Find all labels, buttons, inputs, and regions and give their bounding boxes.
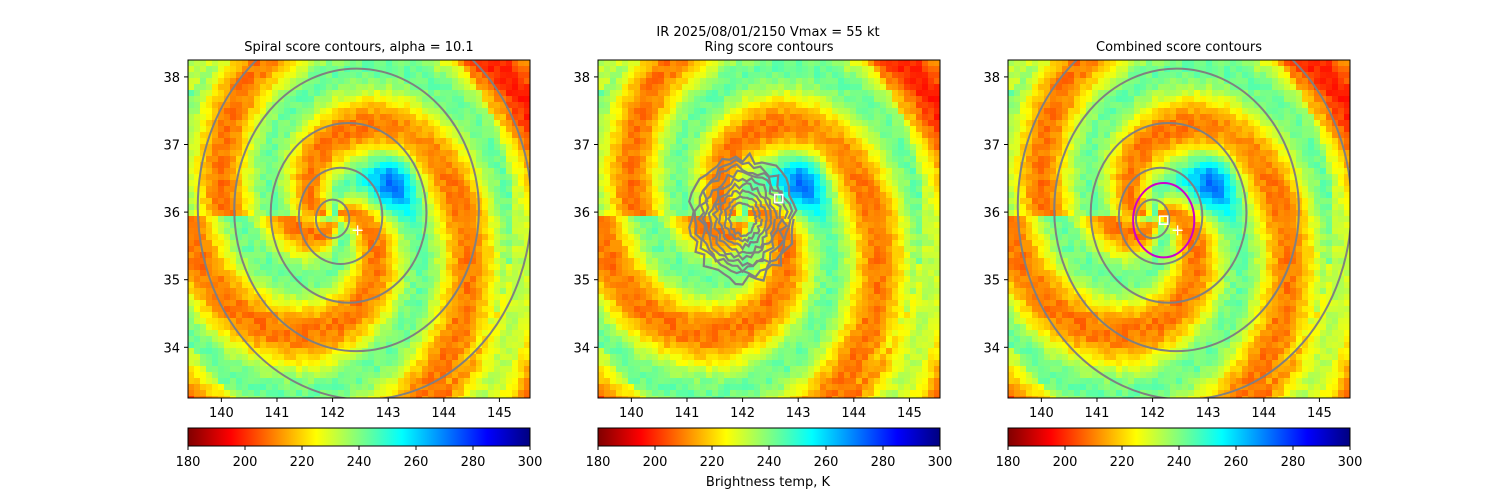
- colorbar-tick-label: 240: [1167, 455, 1192, 470]
- y-tick-label: 34: [983, 341, 1000, 356]
- ring-contour: [727, 201, 758, 238]
- x-tick-label: 145: [897, 406, 922, 421]
- colorbar-tick-label: 220: [1110, 455, 1135, 470]
- axes-frame: [597, 59, 941, 399]
- score-contour: [1053, 67, 1300, 353]
- y-tick-label: 35: [573, 274, 590, 289]
- ring-contour: [688, 151, 798, 286]
- x-tick-label: 142: [730, 406, 755, 421]
- score-contour: [1117, 166, 1204, 266]
- ring-contour: [701, 169, 784, 268]
- score-contour: [1089, 121, 1248, 304]
- colorbar-2: 180 200 220 240 260 280 300: [586, 427, 953, 470]
- score-contour: [1016, 60, 1350, 398]
- y-tick-label: 38: [573, 71, 590, 86]
- y-tick-label: 36: [573, 206, 590, 221]
- colorbar-tick-label: 260: [404, 455, 429, 470]
- y-tick-label: 34: [573, 341, 590, 356]
- colorbar-tick-label: 200: [1053, 455, 1078, 470]
- colorbar-tick-label: 240: [757, 455, 782, 470]
- combined-max-square: [1158, 215, 1169, 226]
- score-contour: [314, 198, 351, 240]
- y-tick-label: 37: [163, 139, 180, 154]
- colorbar-tick-label: 280: [461, 455, 486, 470]
- y-tick-label: 37: [983, 139, 1000, 154]
- ring-contour: [723, 195, 764, 243]
- x-tick-label: 140: [619, 406, 644, 421]
- score-contour: [1134, 198, 1171, 240]
- colorbar-3: 180 200 220 240 260 280 300: [996, 427, 1363, 470]
- ring-contour: [711, 181, 773, 255]
- colorbar-1: 180 200 220 240 260 280 300: [176, 427, 543, 470]
- y-tick-label: 38: [163, 71, 180, 86]
- panel-title: Ring score contours: [704, 40, 833, 55]
- first-guess-plus: [352, 225, 363, 236]
- x-tick-label: 141: [1085, 406, 1110, 421]
- panel-title: Spiral score contours, alpha = 10.1: [244, 40, 473, 55]
- x-tick-label: 142: [1140, 406, 1165, 421]
- x-tick-label: 144: [431, 406, 456, 421]
- ir-image: [598, 60, 940, 398]
- x-tick-label: 143: [786, 406, 811, 421]
- colorbar-label: Brightness temp, K: [706, 475, 831, 490]
- panel-1: Spiral score contours, alpha = 10.1 140 14…: [163, 40, 531, 421]
- panel-2: Ring score contours 140 141 142 143 144 145 34 3…: [573, 40, 941, 421]
- x-tick-label: 141: [675, 406, 700, 421]
- x-tick-label: 142: [320, 406, 345, 421]
- axes-frame: [187, 59, 531, 399]
- panel-title: Combined score contours: [1096, 40, 1262, 55]
- x-tick-label: 143: [376, 406, 401, 421]
- score-contour: [269, 121, 428, 304]
- colorbar-tick-label: 200: [233, 455, 258, 470]
- colorbar-tick-label: 280: [871, 455, 896, 470]
- x-tick-label: 144: [1251, 406, 1276, 421]
- ring-contour: [697, 163, 789, 274]
- score-contour: [233, 67, 480, 353]
- colorbar-tick-label: 180: [996, 455, 1021, 470]
- y-tick-label: 37: [573, 139, 590, 154]
- colorbar-gradient: [1007, 427, 1351, 447]
- score-contour: [297, 166, 384, 266]
- colorbar-tick-label: 180: [176, 455, 201, 470]
- score-contour: [196, 60, 530, 398]
- combined-circle: [1132, 182, 1196, 259]
- x-tick-label: 143: [1196, 406, 1221, 421]
- colorbar-tick-label: 260: [1224, 455, 1249, 470]
- x-tick-label: 144: [841, 406, 866, 421]
- colorbar-tick-label: 220: [700, 455, 725, 470]
- x-tick-label: 140: [1029, 406, 1054, 421]
- colorbar-tick-label: 180: [586, 455, 611, 470]
- colorbar-tick-label: 280: [1281, 455, 1306, 470]
- ring-max-square: [773, 193, 784, 204]
- colorbar-tick-label: 300: [518, 455, 543, 470]
- ring-contour: [707, 176, 779, 261]
- colorbar-gradient: [597, 427, 941, 447]
- figure-suptitle: IR 2025/08/01/2150 Vmax = 55 kt: [656, 25, 879, 40]
- colorbar-tick-label: 260: [814, 455, 839, 470]
- ir-image: [1008, 60, 1350, 398]
- y-tick-label: 35: [163, 274, 180, 289]
- x-tick-label: 145: [1307, 406, 1332, 421]
- ir-image: [188, 60, 530, 398]
- colorbar-tick-label: 200: [643, 455, 668, 470]
- ring-contour: [717, 188, 768, 251]
- y-tick-label: 34: [163, 341, 180, 356]
- colorbar-tick-label: 300: [928, 455, 953, 470]
- colorbar-tick-label: 240: [347, 455, 372, 470]
- axes-frame: [1007, 59, 1351, 399]
- y-tick-label: 35: [983, 274, 1000, 289]
- colorbar-gradient: [187, 427, 531, 447]
- panel-3: Combined score contours 140 141 142 143 144 14…: [983, 40, 1351, 421]
- colorbar-tick-label: 220: [290, 455, 315, 470]
- x-tick-label: 140: [209, 406, 234, 421]
- y-tick-label: 36: [983, 206, 1000, 221]
- x-tick-label: 141: [265, 406, 290, 421]
- colorbar-tick-label: 300: [1338, 455, 1363, 470]
- x-tick-label: 145: [487, 406, 512, 421]
- first-guess-plus: [1172, 225, 1183, 236]
- y-tick-label: 38: [983, 71, 1000, 86]
- y-tick-label: 36: [163, 206, 180, 221]
